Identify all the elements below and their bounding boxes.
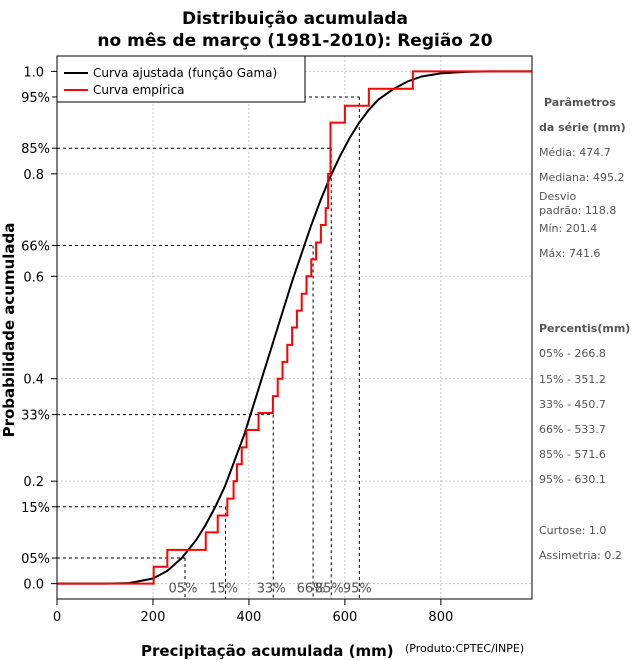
guide-x-label-15%: 15% [209, 582, 238, 597]
legend-box [56, 55, 306, 103]
x-tick-label-1: 200 [141, 610, 166, 625]
series-lines [57, 70, 532, 585]
y-tick-label-3: 0.6 [23, 270, 44, 285]
percentil-66: 66% - 533.7 [539, 423, 606, 436]
y-tick-label-2: 0.4 [23, 373, 44, 388]
stat-min: Mín: 201.4 [539, 222, 598, 235]
chart-title-line2: no mês de março (1981-2010): Região 20 [97, 31, 492, 51]
percentis-header: Percentis(mm) [539, 322, 631, 335]
guide-x-label-66%: 66% [297, 582, 326, 597]
empirical-step-curve [57, 70, 532, 585]
guide-x-label-85%: 85% [315, 582, 344, 597]
guide-x-label-95%: 95% [343, 582, 372, 597]
stat-curtose: Curtose: 1.0 [539, 524, 607, 537]
guide-y-label-85%: 85% [21, 142, 50, 157]
percentil-95: 95% - 630.1 [539, 473, 606, 486]
x-axis-note: (Produto:CPTEC/INPE) [405, 642, 524, 655]
x-tick-label-0: 0 [53, 610, 61, 625]
y-tick-label-5: 1.0 [23, 65, 44, 80]
x-tick-label-4: 800 [428, 610, 453, 625]
guide-x-label-05%: 05% [169, 582, 198, 597]
x-axis-ticks: 0 200 400 600 800 [53, 599, 453, 625]
x-axis-label: Precipitação acumulada (mm) [141, 642, 394, 660]
y-tick-label-0: 0.0 [23, 578, 44, 593]
stat-desvio-2: padrão: 118.8 [539, 204, 617, 217]
percentil-15: 15% - 351.2 [539, 373, 606, 386]
x-tick-label-2: 400 [237, 610, 262, 625]
legend-label-empirical: Curva empírica [93, 83, 184, 97]
guide-y-label-33%: 33% [21, 409, 50, 424]
guide-y-label-15%: 15% [21, 501, 50, 516]
guide-y-label-05%: 05% [21, 552, 50, 567]
legend-label-fitted: Curva ajustada (função Gama) [93, 66, 277, 80]
y-tick-label-1: 0.2 [23, 475, 44, 490]
percentil-33: 33% - 450.7 [539, 398, 606, 411]
guide-x-label-33%: 33% [257, 582, 286, 597]
stat-assimetria: Assimetria: 0.2 [539, 549, 622, 562]
chart-title-line1: Distribuição acumulada [182, 9, 408, 29]
stat-media: Média: 474.7 [539, 146, 611, 159]
percentil-05: 05% - 266.8 [539, 347, 606, 360]
y-axis-label: Probabilidade acumulada [0, 223, 18, 438]
fitted-gamma-curve [57, 70, 532, 585]
guide-y-label-95%: 95% [21, 91, 50, 106]
legend: Curva ajustada (função Gama) Curva empír… [56, 55, 306, 103]
params-header-1: Parâmetros [544, 96, 616, 109]
y-axis-ticks: 0.0 0.2 0.4 0.6 0.8 1.0 [23, 65, 57, 593]
stat-max: Máx: 741.6 [539, 247, 601, 260]
percentil-85: 85% - 571.6 [539, 448, 606, 461]
y-tick-label-4: 0.8 [23, 168, 44, 183]
x-tick-label-3: 600 [332, 610, 357, 625]
stat-mediana: Mediana: 495.2 [539, 171, 625, 184]
guide-y-label-66%: 66% [21, 240, 50, 255]
params-header-2: da série (mm) [539, 121, 626, 134]
stat-desvio-1: Desvio [539, 190, 577, 203]
percentile-guides: 05%05%15%15%33%33%66%66%85%85%95%95% [21, 91, 372, 599]
